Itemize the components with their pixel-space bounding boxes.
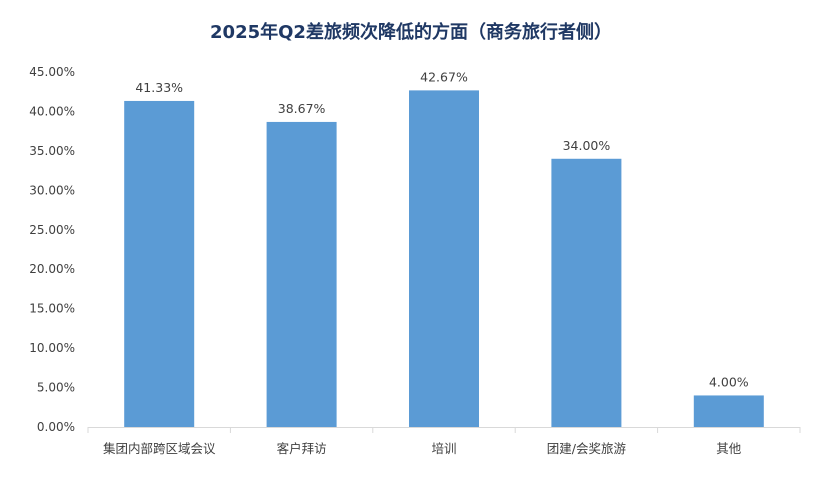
data-label: 38.67% xyxy=(278,101,326,116)
data-label: 42.67% xyxy=(420,69,468,84)
y-axis: 0.00% 5.00% 10.00% 15.00% 20.00% 25.00% 30.00%… xyxy=(29,65,75,434)
bar xyxy=(409,90,479,428)
x-category-label: 团建/会奖旅游 xyxy=(547,441,627,456)
bar xyxy=(551,158,622,427)
y-tick-label: 45.00% xyxy=(29,65,75,79)
x-category-label: 培训 xyxy=(431,441,456,456)
y-tick-label: 40.00% xyxy=(29,104,75,118)
data-label: 4.00% xyxy=(709,374,749,389)
y-tick-label: 30.00% xyxy=(29,183,75,197)
y-tick-label: 35.00% xyxy=(29,144,75,158)
x-category-label: 其他 xyxy=(716,441,742,456)
bar xyxy=(693,395,764,427)
data-label: 34.00% xyxy=(563,138,611,153)
chart-title: 2025年Q2差旅频次降低的方面（商务旅行者侧） xyxy=(210,21,612,43)
x-axis: 集团内部跨区域会议 客户拜访 培训 团建/会奖旅游 其他 xyxy=(87,427,801,456)
x-category-label: 客户拜访 xyxy=(277,441,327,456)
data-label: 41.33% xyxy=(135,80,183,95)
bar xyxy=(124,100,195,428)
y-tick-label: 20.00% xyxy=(29,262,75,276)
y-tick-label: 0.00% xyxy=(37,420,75,434)
y-tick-label: 5.00% xyxy=(37,381,75,395)
x-category-label: 集团内部跨区域会议 xyxy=(103,441,216,456)
y-tick-label: 15.00% xyxy=(29,302,75,316)
bar xyxy=(266,121,337,427)
y-tick-label: 25.00% xyxy=(29,223,75,237)
y-tick-label: 10.00% xyxy=(29,341,75,355)
data-labels: 41.33% 38.67% 42.67% 34.00% 4.00% xyxy=(135,69,748,389)
bar-series xyxy=(124,90,764,428)
